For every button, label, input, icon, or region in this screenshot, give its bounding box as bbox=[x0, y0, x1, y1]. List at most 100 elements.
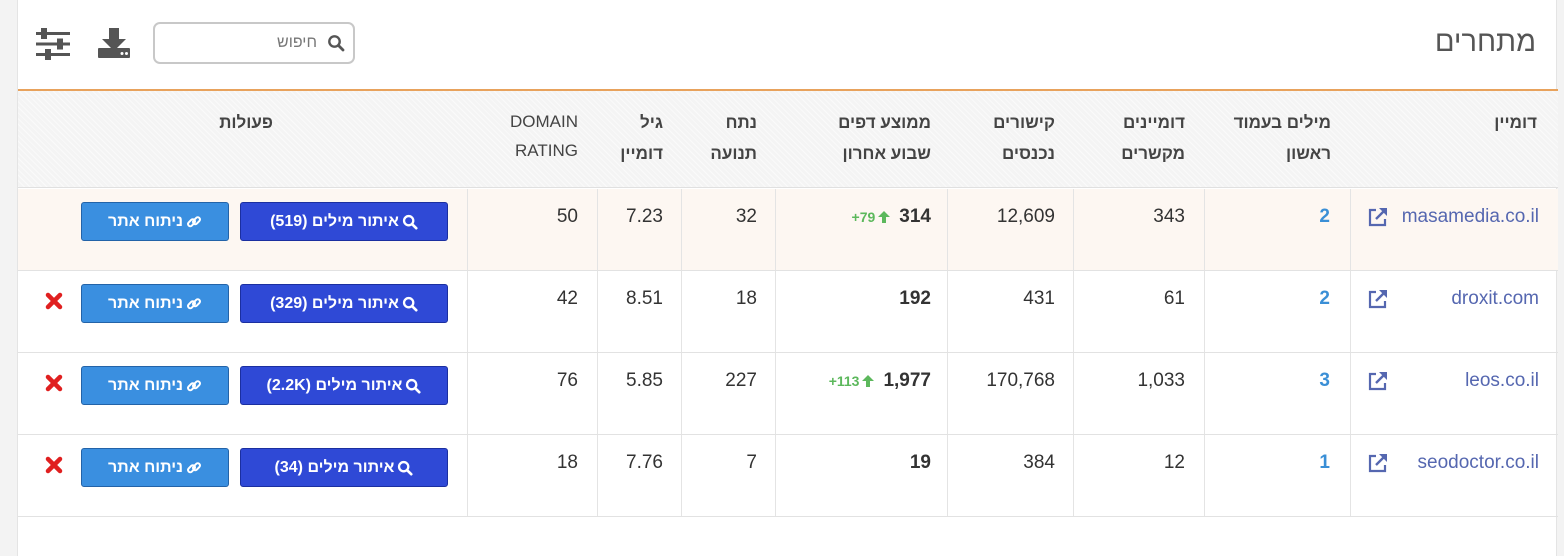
linking-domains-value: 343 bbox=[1153, 206, 1185, 227]
column-divider bbox=[597, 271, 598, 352]
column-divider bbox=[681, 271, 682, 352]
column-divider bbox=[467, 353, 468, 434]
search-input[interactable] bbox=[165, 30, 317, 56]
first-page-words-value[interactable]: 1 bbox=[1319, 452, 1330, 473]
domain-age-value: 5.85 bbox=[626, 370, 663, 391]
analyze-site-button[interactable]: ניתוח אתר bbox=[81, 448, 229, 487]
column-divider bbox=[1073, 271, 1074, 352]
page-title: מתחרים bbox=[1434, 26, 1536, 58]
column-divider bbox=[947, 271, 948, 352]
domain-link[interactable]: droxit.com bbox=[1451, 288, 1539, 309]
column-divider bbox=[947, 189, 948, 270]
delete-icon[interactable] bbox=[45, 456, 63, 474]
search-icon bbox=[402, 296, 418, 312]
column-divider bbox=[775, 353, 776, 434]
column-divider bbox=[467, 271, 468, 352]
first-page-words-value[interactable]: 3 bbox=[1319, 370, 1330, 391]
arrow-up-icon bbox=[862, 375, 875, 387]
external-link-icon[interactable] bbox=[1367, 452, 1389, 474]
col-traffic-share[interactable]: נתח תנועה bbox=[710, 113, 757, 163]
analyze-site-button[interactable]: ניתוח אתר bbox=[81, 202, 229, 241]
column-divider bbox=[1073, 353, 1074, 434]
header-divider bbox=[18, 89, 1558, 91]
avg-pages-value: 1,977 bbox=[883, 370, 931, 391]
analyze-site-button[interactable]: ניתוח אתר bbox=[81, 366, 229, 405]
domain-age-value: 7.23 bbox=[626, 206, 663, 227]
inbound-links-value: 431 bbox=[1023, 288, 1055, 309]
column-divider bbox=[467, 435, 468, 516]
domain-cell: masamedia.co.il bbox=[1402, 206, 1539, 228]
domain-age-value: 8.51 bbox=[626, 288, 663, 309]
col-domain-age[interactable]: גיל דומיין bbox=[620, 113, 663, 163]
panel-header: מתחרים bbox=[18, 0, 1558, 89]
linking-domains-value: 12 bbox=[1163, 452, 1185, 473]
analyze-site-label: ניתוח אתר bbox=[108, 294, 183, 312]
avg-pages-cell: +79 314 bbox=[852, 206, 931, 228]
domain-rating-value: 42 bbox=[556, 288, 578, 309]
traffic-share-value: 7 bbox=[746, 452, 757, 473]
domain-rating-value: 76 bbox=[556, 370, 578, 391]
delete-icon[interactable] bbox=[45, 292, 63, 310]
find-keywords-button[interactable]: איתור מילים (34) bbox=[240, 448, 448, 487]
col-first-page-words[interactable]: מילים בעמוד ראשון bbox=[1233, 113, 1331, 163]
linking-domains-value: 1,033 bbox=[1137, 370, 1185, 391]
column-divider bbox=[1350, 353, 1351, 434]
domain-cell: seodoctor.co.il bbox=[1418, 452, 1539, 474]
competitors-panel: מתחרים דומיין bbox=[17, 0, 1558, 556]
link-icon bbox=[187, 379, 201, 391]
table-row: leos.co.il 3 1,033 170,768 +113 1,977 22… bbox=[18, 353, 1558, 435]
column-divider bbox=[1204, 189, 1205, 270]
analyze-site-label: ניתוח אתר bbox=[108, 376, 183, 394]
sliders-icon[interactable] bbox=[36, 28, 70, 60]
domain-link[interactable]: masamedia.co.il bbox=[1401, 206, 1539, 227]
delete-icon[interactable] bbox=[45, 374, 63, 392]
table-header: דומיין מילים בעמוד ראשון דומיינים מקשרים ק… bbox=[18, 91, 1558, 188]
analyze-site-label: ניתוח אתר bbox=[108, 212, 183, 230]
domain-link[interactable]: seodoctor.co.il bbox=[1417, 452, 1539, 473]
col-domain-rating[interactable]: DOMAIN RATING bbox=[510, 112, 578, 160]
column-divider bbox=[1073, 189, 1074, 270]
column-divider bbox=[1350, 271, 1351, 352]
search-icon bbox=[398, 460, 414, 476]
avg-pages-delta: +79 bbox=[852, 209, 892, 225]
column-divider bbox=[597, 435, 598, 516]
column-divider bbox=[947, 353, 948, 434]
col-linking-domains[interactable]: דומיינים מקשרים bbox=[1121, 113, 1185, 163]
search-icon bbox=[402, 214, 418, 230]
domain-link[interactable]: leos.co.il bbox=[1465, 370, 1539, 391]
column-divider bbox=[1204, 435, 1205, 516]
first-page-words-value[interactable]: 2 bbox=[1319, 288, 1330, 309]
find-keywords-button[interactable]: איתור מילים (329) bbox=[240, 284, 448, 323]
table-row: seodoctor.co.il 1 12 384 19 7 7.76 18 אי… bbox=[18, 435, 1558, 517]
first-page-words-value[interactable]: 2 bbox=[1319, 206, 1330, 227]
external-link-icon[interactable] bbox=[1367, 206, 1389, 228]
column-divider bbox=[775, 435, 776, 516]
col-avg-pages[interactable]: ממוצע דפים שבוע אחרון bbox=[838, 113, 931, 163]
column-divider bbox=[1204, 271, 1205, 352]
domain-cell: droxit.com bbox=[1451, 288, 1539, 310]
find-keywords-label: איתור מילים (329) bbox=[270, 294, 399, 312]
avg-pages-cell: +113 1,977 bbox=[829, 370, 931, 392]
inbound-links-value: 12,609 bbox=[996, 206, 1055, 227]
analyze-site-button[interactable]: ניתוח אתר bbox=[81, 284, 229, 323]
column-divider bbox=[467, 189, 468, 270]
avg-pages-value: 19 bbox=[909, 452, 931, 473]
external-link-icon[interactable] bbox=[1367, 288, 1389, 310]
download-icon[interactable] bbox=[97, 26, 131, 60]
domain-rating-value: 18 bbox=[556, 452, 578, 473]
domain-age-value: 7.76 bbox=[626, 452, 663, 473]
column-divider bbox=[775, 189, 776, 270]
column-divider bbox=[1073, 435, 1074, 516]
column-divider bbox=[1204, 353, 1205, 434]
column-divider bbox=[1350, 189, 1351, 270]
column-divider bbox=[775, 271, 776, 352]
find-keywords-button[interactable]: איתור מילים (519) bbox=[240, 202, 448, 241]
column-divider bbox=[597, 189, 598, 270]
find-keywords-button[interactable]: איתור מילים (2.2K) bbox=[240, 366, 448, 405]
domain-cell: leos.co.il bbox=[1465, 370, 1539, 392]
column-divider bbox=[681, 189, 682, 270]
col-domain[interactable]: דומיין bbox=[1494, 113, 1537, 132]
traffic-share-value: 18 bbox=[735, 288, 757, 309]
col-inbound-links[interactable]: קישורים נכנסים bbox=[993, 113, 1055, 163]
external-link-icon[interactable] bbox=[1367, 370, 1389, 392]
